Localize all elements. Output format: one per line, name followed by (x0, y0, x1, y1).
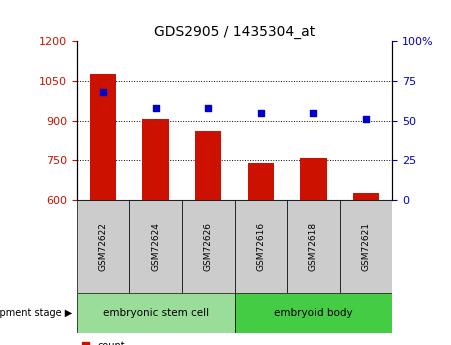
Text: GSM72622: GSM72622 (98, 222, 107, 271)
Point (363, 116, 370, 122)
Text: GSM72621: GSM72621 (362, 222, 371, 271)
Title: GDS2905 / 1435304_at: GDS2905 / 1435304_at (154, 25, 315, 39)
Legend: count, percentile rank within the sample: count, percentile rank within the sample (82, 341, 262, 345)
Bar (90, 75, 116, 200)
Bar (287, 200, 340, 293)
Point (257, 110, 264, 116)
Text: embryonic stem cell: embryonic stem cell (102, 308, 209, 318)
Text: GSM72618: GSM72618 (309, 222, 318, 271)
Bar (353, 194, 379, 200)
Text: GSM72624: GSM72624 (151, 222, 160, 271)
Text: embryoid body: embryoid body (274, 308, 353, 318)
Point (205, 105, 212, 111)
Point (152, 105, 159, 111)
Bar (340, 200, 392, 293)
Point (99, 89, 106, 95)
Bar (235, 293, 392, 333)
Point (310, 110, 317, 116)
Bar (235, 200, 287, 293)
Bar (182, 200, 235, 293)
Bar (129, 200, 182, 293)
Text: GSM72616: GSM72616 (256, 222, 265, 271)
Text: GSM72626: GSM72626 (204, 222, 213, 271)
Bar (77, 200, 129, 293)
Bar (77, 293, 235, 333)
Bar (195, 131, 221, 200)
Bar (248, 163, 274, 200)
Bar (300, 158, 327, 200)
Text: development stage ▶: development stage ▶ (0, 308, 72, 318)
Bar (143, 119, 169, 200)
